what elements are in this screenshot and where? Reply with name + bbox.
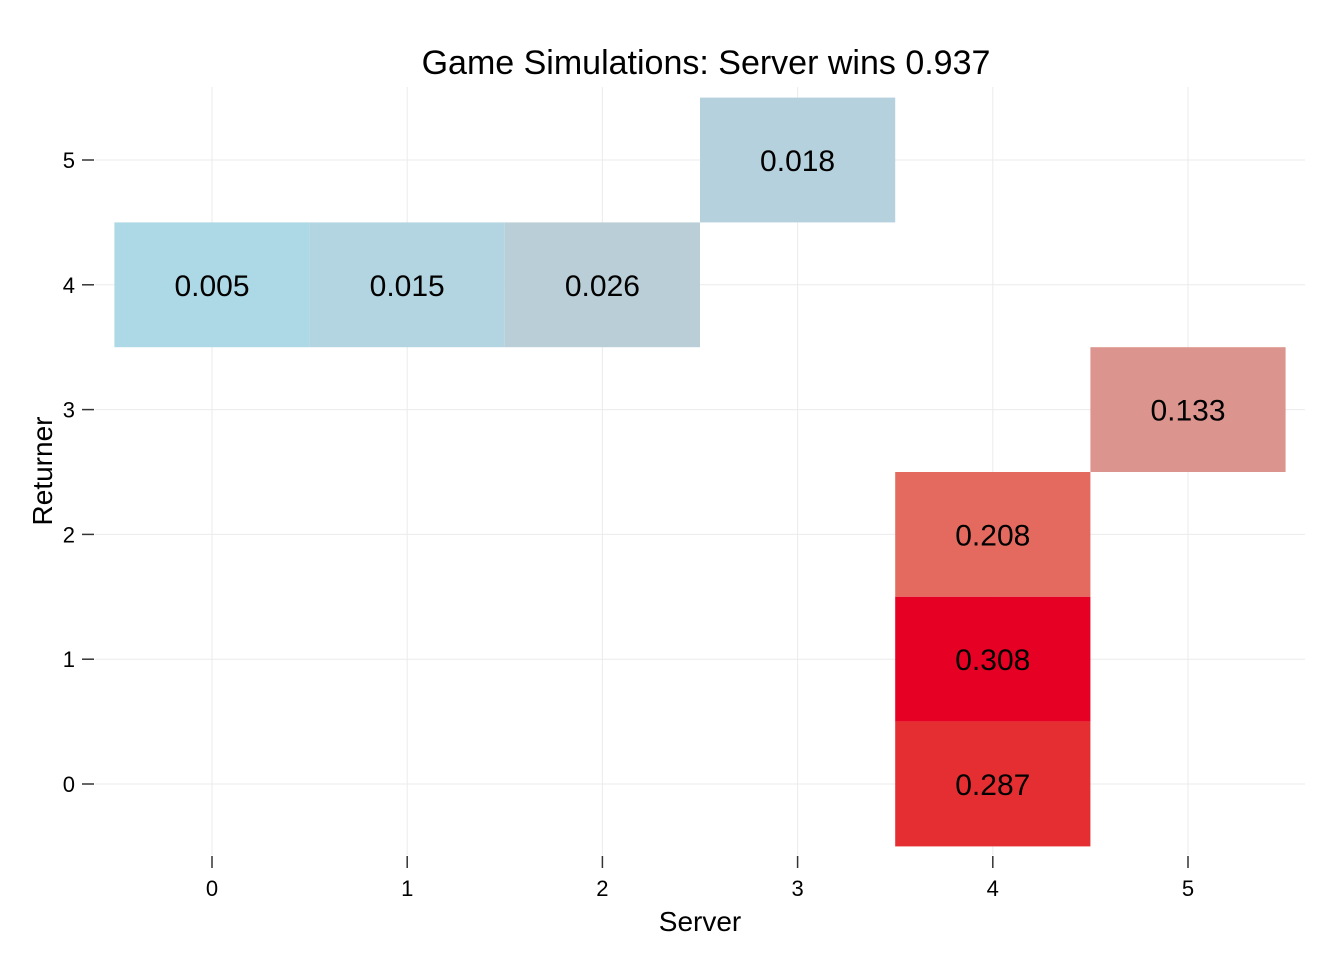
heatmap-cell-s5-r3 [1090,347,1286,472]
cell-label-s4-r0: 0.287 [955,769,1030,802]
heatmap-cell-s0-r4 [114,222,310,348]
x-tick-label-2: 2 [596,876,608,901]
heatmap-cell-s3-r5 [700,97,896,223]
y-tick-label-5: 5 [63,148,75,173]
x-tick-label-0: 0 [206,876,218,901]
heatmap-cell-s2-r4 [504,222,700,348]
cell-label-s1-r4: 0.015 [370,270,445,303]
y-tick-label-1: 1 [63,647,75,672]
y-tick-label-0: 0 [63,772,75,797]
cell-label-s5-r3: 0.133 [1150,395,1225,428]
heatmap-cell-s1-r4 [309,222,505,348]
y-axis-title: Returner [27,417,58,526]
y-tick-label-4: 4 [63,273,75,298]
cell-label-s4-r1: 0.308 [955,644,1030,677]
heatmap-cell-s4-r2 [895,472,1091,597]
heatmap-cells: 0.005 0.015 0.026 0.018 0.133 0.208 0.308 0.287 [114,97,1286,847]
x-tick-label-5: 5 [1182,876,1194,901]
cell-label-s4-r2: 0.208 [955,519,1030,552]
chart-title: Game Simulations: Server wins 0.937 [422,44,991,82]
x-tick-label-1: 1 [401,876,413,901]
heatmap-cell-s4-r0 [895,721,1091,847]
x-tick-label-3: 3 [791,876,803,901]
y-tick-label-2: 2 [63,522,75,547]
heatmap-cell-s4-r1 [895,596,1091,722]
cell-label-s0-r4: 0.005 [174,270,249,303]
cell-label-s3-r5: 0.018 [760,145,835,178]
y-tick-label-3: 3 [63,398,75,423]
cell-label-s2-r4: 0.026 [565,270,640,303]
x-tick-label-4: 4 [987,876,999,901]
x-axis: 0 1 2 3 4 5 [206,856,1194,901]
y-axis: 0 1 2 3 4 5 [63,148,94,797]
x-axis-title: Server [659,906,741,937]
